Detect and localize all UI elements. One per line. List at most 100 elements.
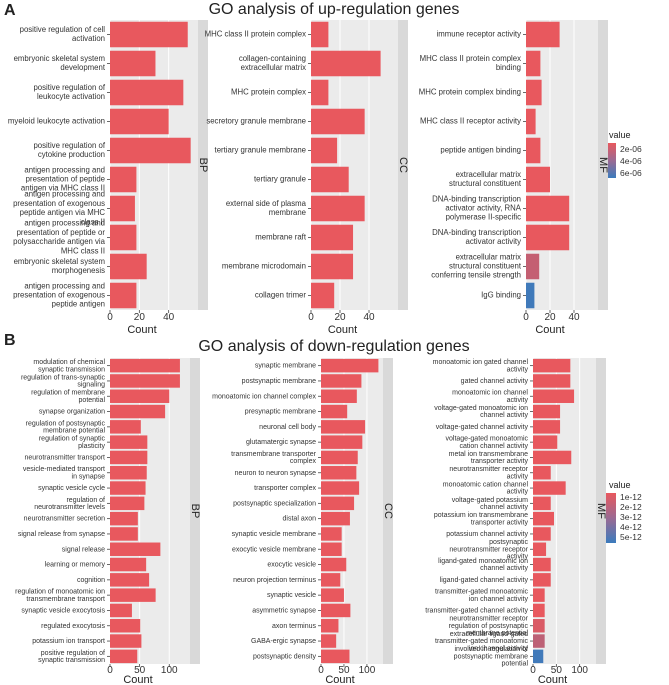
- bar-mf-2: [533, 374, 571, 388]
- x-tick-label: 0: [318, 665, 324, 676]
- bar-label: neurotransmitter secretion: [24, 515, 105, 522]
- bar-label: antigen processing and presentation of pe…: [21, 165, 105, 192]
- bar-label: involved in regulation of postsynaptic me…: [454, 646, 529, 667]
- legend-a-label-2: 4e-06: [620, 156, 642, 166]
- bar-cc-14: [321, 557, 347, 572]
- bar-label: ligand-gated monoatomic ion channel activ…: [438, 558, 528, 572]
- bar-cc-6: [311, 166, 349, 193]
- bar-label: DNA-binding transcription activator activ…: [432, 194, 522, 221]
- bar-mf-5: [526, 137, 541, 164]
- panel-b-cc: CC synaptic membrane postsynaptic membrane…: [212, 358, 394, 685]
- bar-label: neurotransmitter receptor regulation of p…: [449, 615, 529, 636]
- bar-cc-7: [311, 195, 365, 222]
- bar-cc-7: [321, 450, 358, 465]
- facet-strip-label: BP: [197, 158, 209, 173]
- x-tick-label: 0: [107, 665, 113, 676]
- bar-label: regulation of synaptic plasticity: [39, 435, 106, 449]
- bar-bp-4: [110, 108, 169, 135]
- bar-label: DNA-binding transcription activator activ…: [432, 228, 521, 246]
- bar-label: MHC protein complex binding: [419, 88, 521, 97]
- legend-b-label-4: 4e-12: [620, 522, 642, 532]
- bar-bp-9: [110, 253, 147, 280]
- bar-label: positive regulation of leukocyte activati…: [33, 83, 105, 101]
- facet-strip: [190, 358, 200, 664]
- bar-label: transmitter-gated channel activity: [425, 607, 528, 614]
- bar-mf-20: [533, 649, 544, 664]
- facet-strip: [198, 20, 208, 310]
- bar-mf-6: [526, 166, 550, 193]
- bar-bp-7: [110, 195, 135, 222]
- facet-strip-label: CC: [397, 157, 409, 173]
- bar-bp-5: [110, 137, 191, 164]
- bar-label: monoatomic ion channel complex: [212, 393, 316, 400]
- bar-label: secretory granule membrane: [206, 117, 306, 126]
- legend-b-label-1: 1e-12: [620, 492, 642, 502]
- bar-mf-10: [526, 282, 535, 309]
- bar-label: vesicle-mediated transport in synapse: [23, 466, 105, 480]
- bar-mf-3: [533, 389, 575, 403]
- bar-cc-4: [321, 404, 348, 419]
- bar-label: monoatomic ion gated channel activity: [433, 359, 529, 373]
- bar-mf-15: [533, 573, 551, 587]
- bar-cc-8: [321, 466, 357, 480]
- bar-bp-20: [110, 649, 138, 664]
- bar-mf-5: [533, 420, 561, 434]
- legend-b-title: q value: [601, 480, 630, 490]
- bar-label: transmembrane transporter complex: [231, 451, 316, 465]
- bar-mf-8: [526, 224, 570, 251]
- bar-label: positive regulation of cytokine productio…: [33, 141, 105, 159]
- bar-cc-2: [311, 50, 381, 77]
- bar-bp-13: [110, 542, 161, 556]
- bar-label: potassium channel activity: [446, 531, 528, 538]
- x-tick-label: 40: [568, 312, 580, 323]
- bar-bp-6: [110, 435, 148, 449]
- facet-strip-label: CC: [382, 503, 394, 519]
- x-axis-label: Count: [328, 324, 357, 336]
- bar-cc-16: [321, 588, 344, 602]
- bar-mf-7: [533, 450, 572, 465]
- bar-cc-3: [321, 389, 357, 403]
- bar-label: collagen trimer: [255, 291, 307, 300]
- bar-label: postsynaptic neurotransmitter receptor act…: [449, 539, 528, 560]
- bar-cc-3: [311, 79, 329, 106]
- bar-label: external side of plasma membrane: [226, 199, 307, 217]
- bar-bp-1: [110, 358, 180, 373]
- bar-label: voltage-gated monoatomic cation channel a…: [446, 435, 529, 449]
- bar-label: extracellular matrix structural constitue…: [431, 252, 522, 279]
- bar-bp-11: [110, 511, 138, 526]
- bar-cc-9: [321, 481, 360, 495]
- bar-label: gated channel activity: [461, 378, 529, 385]
- facet-strip-label: BP: [189, 504, 201, 519]
- bar-bp-3: [110, 389, 170, 403]
- bar-mf-1: [533, 358, 571, 373]
- bar-label: neuronal cell body: [259, 424, 316, 431]
- x-tick-label: 100: [359, 665, 376, 676]
- bar-mf-3: [526, 79, 542, 106]
- x-tick-label: 20: [334, 312, 346, 323]
- bar-label: MHC class II protein complex: [205, 30, 306, 39]
- facet-strip-label: MF: [597, 157, 609, 173]
- bar-bp-4: [110, 404, 166, 419]
- bar-label: ligand-gated channel activity: [440, 577, 529, 584]
- bar-label: potassium ion transmembrane transporter a…: [434, 512, 529, 526]
- section-a-label: A: [4, 2, 16, 19]
- bar-cc-18: [321, 619, 339, 633]
- bar-label: exocytic vesicle membrane: [232, 546, 316, 553]
- bar-label: voltage-gated potassium channel activity: [452, 497, 529, 511]
- x-tick-label: 20: [134, 312, 146, 323]
- x-axis-label: Count: [127, 324, 156, 336]
- bar-bp-2: [110, 374, 180, 388]
- bar-bp-6: [110, 166, 137, 193]
- bar-label: postsynaptic specialization: [233, 500, 316, 507]
- bar-bp-10: [110, 282, 137, 309]
- x-axis-label: Count: [123, 674, 152, 685]
- bar-label: distal axon: [283, 515, 317, 522]
- plot-area: BP positive regulation of cell activation e…: [8, 20, 609, 685]
- facet-strip: [398, 20, 408, 310]
- bar-label: tertiary granule membrane: [215, 146, 306, 155]
- bar-cc-8: [311, 224, 354, 251]
- bar-bp-19: [110, 634, 142, 648]
- bar-cc-2: [321, 374, 362, 388]
- panel-background: [321, 358, 383, 664]
- x-tick-label: 50: [551, 665, 563, 676]
